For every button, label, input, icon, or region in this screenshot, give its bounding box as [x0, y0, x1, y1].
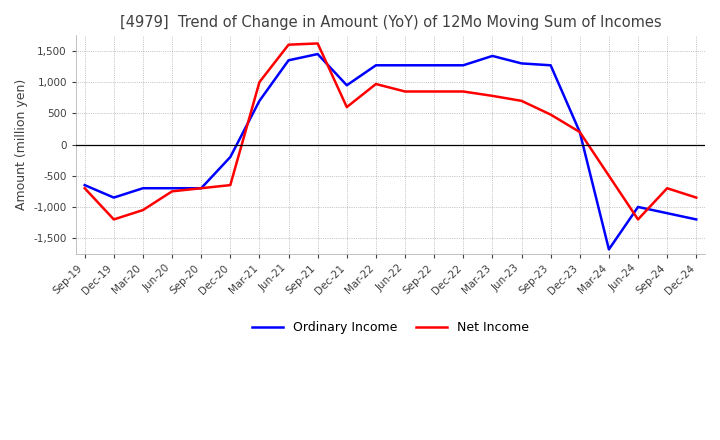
Net Income: [226, 183, 235, 188]
Ordinary Income: [226, 154, 235, 160]
Net Income: [575, 129, 584, 135]
Ordinary Income: [197, 186, 205, 191]
Ordinary Income: [343, 83, 351, 88]
Net Income: [284, 42, 293, 48]
Ordinary Income: [430, 62, 438, 68]
Net Income: [401, 89, 410, 94]
Ordinary Income: [517, 61, 526, 66]
Ordinary Income: [663, 211, 672, 216]
Ordinary Income: [109, 195, 118, 200]
Title: [4979]  Trend of Change in Amount (YoY) of 12Mo Moving Sum of Incomes: [4979] Trend of Change in Amount (YoY) o…: [120, 15, 661, 30]
Net Income: [81, 186, 89, 191]
Net Income: [517, 98, 526, 103]
Net Income: [634, 217, 642, 222]
Ordinary Income: [168, 186, 176, 191]
Ordinary Income: [401, 62, 410, 68]
Net Income: [430, 89, 438, 94]
Ordinary Income: [575, 129, 584, 135]
Net Income: [605, 173, 613, 178]
Net Income: [139, 207, 148, 213]
Net Income: [692, 195, 701, 200]
Net Income: [255, 80, 264, 85]
Line: Net Income: Net Income: [85, 44, 696, 220]
Ordinary Income: [284, 58, 293, 63]
Ordinary Income: [605, 247, 613, 252]
Net Income: [459, 89, 467, 94]
Ordinary Income: [546, 62, 555, 68]
Ordinary Income: [488, 53, 497, 59]
Ordinary Income: [139, 186, 148, 191]
Ordinary Income: [634, 204, 642, 209]
Net Income: [488, 93, 497, 99]
Net Income: [109, 217, 118, 222]
Net Income: [372, 81, 380, 87]
Net Income: [168, 189, 176, 194]
Net Income: [197, 186, 205, 191]
Net Income: [546, 112, 555, 117]
Net Income: [663, 186, 672, 191]
Ordinary Income: [81, 183, 89, 188]
Y-axis label: Amount (million yen): Amount (million yen): [15, 79, 28, 210]
Ordinary Income: [313, 51, 322, 57]
Net Income: [343, 104, 351, 110]
Ordinary Income: [372, 62, 380, 68]
Ordinary Income: [255, 98, 264, 103]
Ordinary Income: [459, 62, 467, 68]
Legend: Ordinary Income, Net Income: Ordinary Income, Net Income: [247, 316, 534, 339]
Ordinary Income: [692, 217, 701, 222]
Net Income: [313, 41, 322, 46]
Line: Ordinary Income: Ordinary Income: [85, 54, 696, 249]
